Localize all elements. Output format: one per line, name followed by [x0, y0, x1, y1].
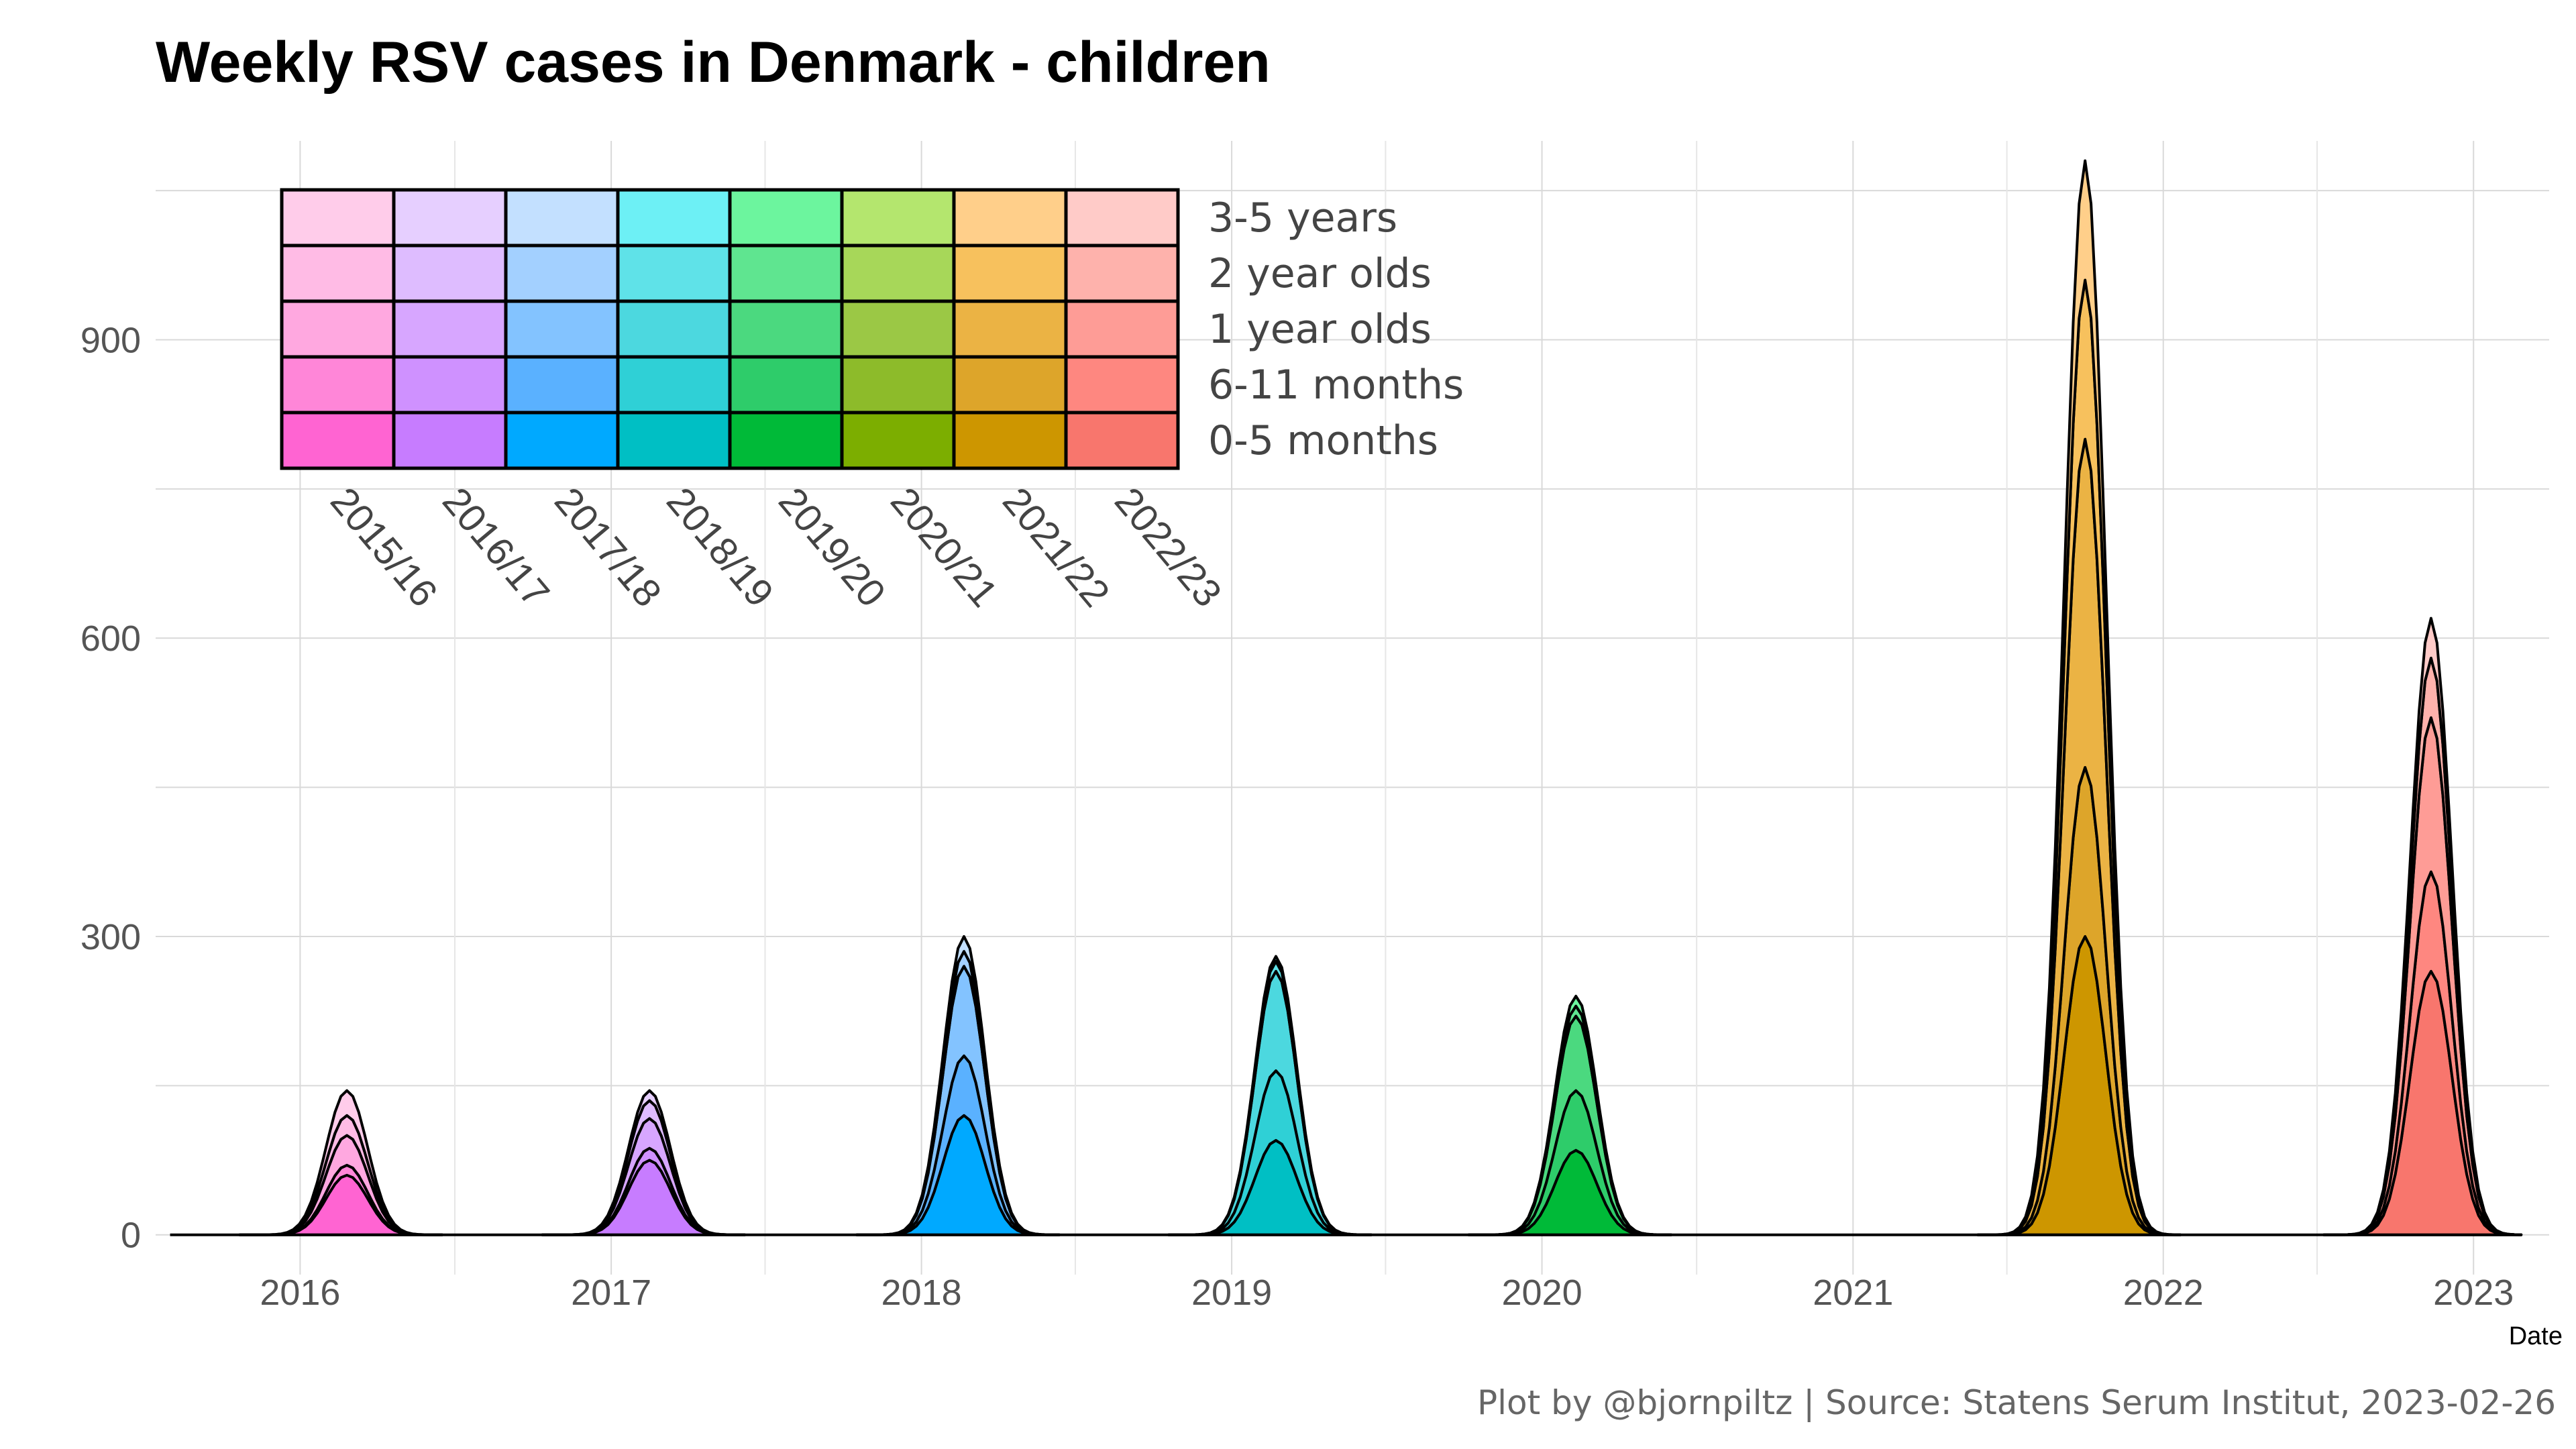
- legend-swatch: [616, 411, 732, 470]
- x-tick-label: 2021: [1813, 1273, 1893, 1313]
- area-2017-18-group-0: [855, 1114, 1061, 1236]
- legend-season-label: 2021/22: [994, 480, 1118, 615]
- x-tick-label: 2020: [1501, 1273, 1582, 1313]
- legend-swatch: [952, 244, 1068, 303]
- legend-season-label: 2018/19: [658, 480, 782, 615]
- legend-swatch: [280, 188, 396, 248]
- legend-swatch: [728, 188, 844, 248]
- y-tick-label: 0: [121, 1216, 141, 1256]
- legend-swatch: [504, 188, 620, 248]
- legend-swatch: [952, 355, 1068, 415]
- legend-swatch: [1064, 244, 1180, 303]
- legend-swatch: [280, 299, 396, 359]
- legend-swatch: [1064, 411, 1180, 470]
- legend-swatch: [728, 411, 844, 470]
- legend-swatch: [952, 188, 1068, 248]
- legend-swatch: [1064, 355, 1180, 415]
- legend-season-label: 2022/23: [1106, 480, 1230, 615]
- legend-swatch: [392, 299, 508, 359]
- legend-season-label: 2017/18: [546, 480, 670, 615]
- x-axis-title: Date: [2509, 1322, 2563, 1350]
- y-tick-label: 600: [80, 619, 141, 659]
- x-tick-label: 2019: [1191, 1273, 1272, 1313]
- legend-swatch: [1064, 188, 1180, 248]
- legend-swatch: [504, 411, 620, 470]
- legend-age-label: 2 year olds: [1208, 250, 1432, 297]
- stacked-areas: [170, 159, 2523, 1236]
- x-tick-label: 2017: [571, 1273, 651, 1313]
- legend-season-label: 2016/17: [434, 480, 558, 615]
- legend-swatch: [616, 244, 732, 303]
- legend-swatch: [392, 244, 508, 303]
- legend-swatch: [504, 244, 620, 303]
- legend-swatch: [392, 355, 508, 415]
- legend-season-label: 2015/16: [322, 480, 446, 615]
- legend-swatch: [1064, 299, 1180, 359]
- legend-swatch: [952, 411, 1068, 470]
- legend-swatch: [840, 299, 956, 359]
- legend-swatch: [280, 355, 396, 415]
- y-tick-label: 300: [80, 917, 141, 957]
- legend-swatch: [616, 188, 732, 248]
- legend-swatch: [728, 355, 844, 415]
- legend-swatch: [616, 299, 732, 359]
- legend-swatch: [392, 188, 508, 248]
- legend-swatch: [504, 299, 620, 359]
- x-tick-label: 2016: [260, 1273, 340, 1313]
- area-2022-23-group-0: [2322, 969, 2523, 1236]
- legend-swatch: [616, 355, 732, 415]
- area-2019-20-group-0: [1467, 1148, 1673, 1236]
- legend-season-label: 2019/20: [770, 480, 894, 615]
- legend-swatch: [392, 411, 508, 470]
- legend-swatch: [728, 244, 844, 303]
- legend-age-label: 1 year olds: [1208, 306, 1432, 353]
- legend-swatch: [840, 411, 956, 470]
- legend-swatch: [728, 299, 844, 359]
- legend-age-label: 0-5 months: [1208, 417, 1438, 464]
- x-tick-label: 2023: [2433, 1273, 2514, 1313]
- chart-title: Weekly RSV cases in Denmark - children: [156, 30, 1271, 95]
- area-2015-16-group-0: [238, 1173, 443, 1236]
- legend-season-label: 2020/21: [882, 480, 1006, 615]
- area-2016-17-group-0: [541, 1159, 747, 1236]
- area-2022-23-group-4: [2322, 616, 2523, 1236]
- x-tick-label: 2018: [881, 1273, 962, 1313]
- legend-swatch: [280, 411, 396, 470]
- legend: 2015/162016/172017/182018/192019/202020/…: [280, 188, 1464, 615]
- legend-swatch: [952, 299, 1068, 359]
- area-2018-19-group-0: [1167, 1138, 1373, 1236]
- legend-swatch: [504, 355, 620, 415]
- legend-age-label: 3-5 years: [1208, 195, 1397, 241]
- legend-swatch: [280, 244, 396, 303]
- y-tick-label: 900: [80, 320, 141, 360]
- legend-swatch: [840, 244, 956, 303]
- x-tick-label: 2022: [2123, 1273, 2204, 1313]
- caption: Plot by @bjornpiltz | Source: Statens Se…: [1477, 1383, 2556, 1422]
- legend-swatch: [840, 355, 956, 415]
- legend-swatch: [840, 188, 956, 248]
- axes: 0 300 600 900 2016 2017 2018 2019 2020 2021 2022 20…: [80, 320, 2514, 1313]
- legend-age-label: 6-11 months: [1208, 362, 1464, 409]
